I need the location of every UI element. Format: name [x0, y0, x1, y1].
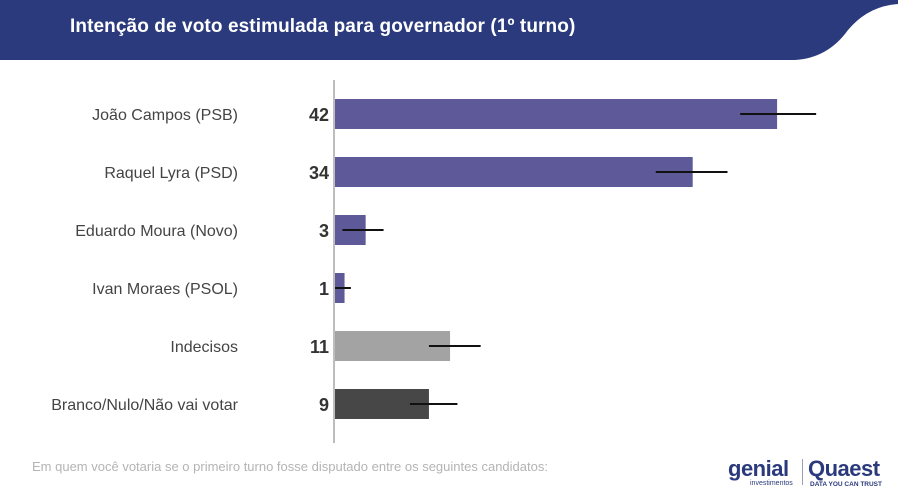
- genial-logo: genial: [728, 456, 789, 481]
- header-banner-shape: [0, 0, 898, 60]
- footnote: Em quem você votaria se o primeiro turno…: [32, 459, 548, 474]
- data-label: 3: [319, 221, 329, 241]
- bar: [335, 157, 693, 187]
- header-banner: Intenção de voto estimulada para governa…: [0, 0, 898, 60]
- data-label: 34: [309, 163, 329, 183]
- bar-chart: João Campos (PSB) 42 Raquel Lyra (PSD) 34 Ed…: [51, 80, 817, 443]
- logo-separator: [802, 459, 803, 485]
- category-label: Ivan Moraes (PSOL): [92, 281, 238, 298]
- data-label: 9: [319, 395, 329, 415]
- quaest-logo-subtitle: DATA YOU CAN TRUST: [810, 481, 882, 488]
- data-label: 11: [310, 337, 329, 357]
- category-label: Branco/Nulo/Não vai votar: [51, 397, 238, 414]
- category-label: Raquel Lyra (PSD): [104, 165, 238, 182]
- logos: genial investimentos Quaest DATA YOU CAN…: [728, 456, 882, 490]
- quaest-logo: Quaest: [808, 456, 880, 481]
- category-label: Indecisos: [170, 339, 238, 356]
- category-label: Eduardo Moura (Novo): [75, 223, 238, 240]
- chart-title: Intenção de voto estimulada para governa…: [70, 16, 576, 37]
- genial-logo-subtitle: investimentos: [750, 480, 793, 487]
- data-label: 42: [309, 105, 329, 125]
- data-label: 1: [319, 279, 329, 299]
- bar: [335, 99, 778, 129]
- category-label: João Campos (PSB): [92, 107, 238, 124]
